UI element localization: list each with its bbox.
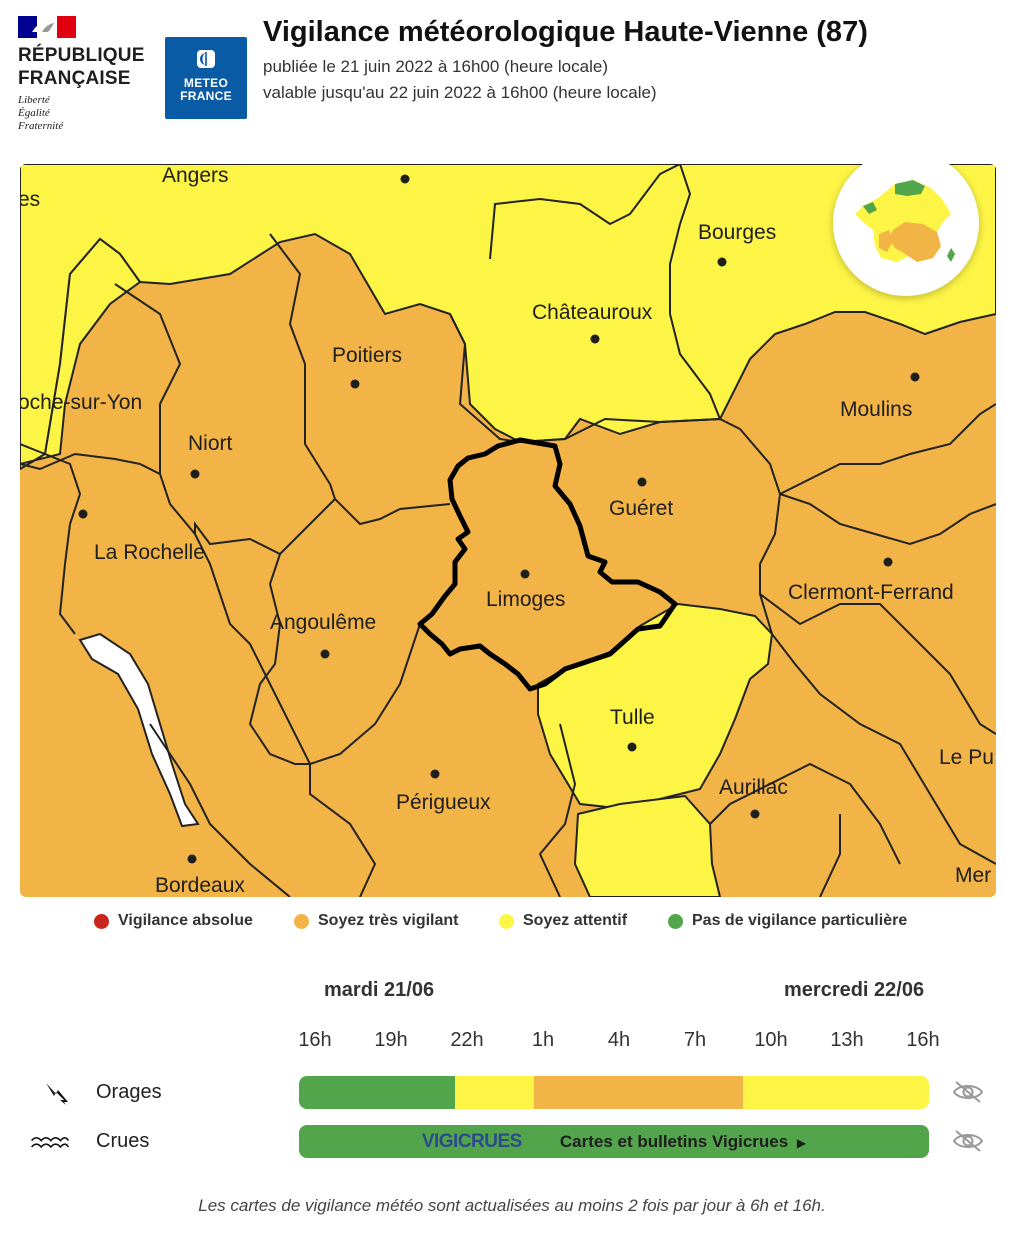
city-label-bordeaux: Bordeaux <box>155 874 245 897</box>
hour-label: 1h <box>531 1029 555 1051</box>
city-dot-limoges <box>520 569 530 579</box>
row-label-crues: Crues <box>96 1130 150 1152</box>
footnote: Les cartes de vigilance météo sont actua… <box>198 1196 826 1215</box>
hour-label: 16h <box>298 1029 332 1051</box>
city-dot-angouleme <box>320 649 330 659</box>
hour-label: 19h <box>374 1029 408 1051</box>
city-label-bourges: Bourges <box>698 221 776 244</box>
page-title: Vigilance météorologique Haute-Vienne (8… <box>263 16 868 48</box>
republique-motto: Liberté Égalité Fraternité <box>18 94 64 132</box>
republique-francaise-logo: RÉPUBLIQUE FRANÇAISE Liberté Égalité Fra… <box>18 16 158 133</box>
city-dot-clermont-ferrand <box>883 557 893 567</box>
orages-segment-0[interactable] <box>299 1076 455 1109</box>
city-label-angers: Angers <box>162 164 229 187</box>
lightning-icon <box>46 1083 68 1105</box>
city-label-aurillac: Aurillac <box>719 776 788 799</box>
red-dot-icon <box>94 913 109 929</box>
region-tulle-yellow[interactable] <box>537 602 774 811</box>
city-label-tulle: Tulle <box>610 706 655 729</box>
city-label-gueret: Guéret <box>609 497 673 520</box>
marianne-flag-icon <box>18 16 76 38</box>
row-label-orages: Orages <box>96 1081 162 1103</box>
gironde-estuary <box>78 632 200 828</box>
city-dot-moulins <box>910 372 920 382</box>
green-dot-icon <box>668 913 683 929</box>
city-dots <box>78 174 920 864</box>
city-dot-bourges <box>717 257 727 267</box>
city-label-poitiers: Poitiers <box>332 344 402 367</box>
region-angers-yellow[interactable] <box>20 237 142 471</box>
vigicrues-logo: VIGICRUES <box>421 1130 523 1152</box>
city-label-clermont-ferrand: Clermont-Ferrand <box>788 581 954 604</box>
day-label-wednesday: mercredi 22/06 <box>784 979 925 1001</box>
meteo-france-logo[interactable]: METEO FRANCE <box>165 37 247 119</box>
france-mini-map-icon <box>855 180 955 262</box>
hour-label: 13h <box>830 1029 864 1051</box>
city-label-niort: Niort <box>188 432 233 455</box>
day-label-tuesday: mardi 21/06 <box>324 979 435 1001</box>
meteo-france-mark-icon <box>197 50 215 68</box>
department-borders <box>20 164 996 897</box>
city-label-mende: Mer <box>955 864 991 887</box>
city-dot-la-rochelle <box>78 509 88 519</box>
republique-francaise-text: RÉPUBLIQUE FRANÇAISE <box>18 45 145 89</box>
legend-item-orange: Soyez très vigilant <box>294 912 459 930</box>
hour-label: 16h <box>906 1029 940 1051</box>
hour-label: 10h <box>754 1029 788 1051</box>
city-label-limoges: Limoges <box>486 588 565 611</box>
france-overview-inset[interactable] <box>833 164 979 296</box>
city-dot-bordeaux <box>187 854 197 864</box>
orages-timeline-bar[interactable] <box>299 1076 929 1109</box>
city-dot-perigueux <box>430 769 440 779</box>
hide-eye-icon[interactable] <box>951 1128 985 1154</box>
meteo-france-text: METEO FRANCE <box>180 76 232 103</box>
city-dot-niort <box>190 469 200 479</box>
orages-segment-3[interactable] <box>743 1076 929 1109</box>
city-label-roche-sur-yon: oche-sur-Yon <box>20 391 142 414</box>
city-label-perigueux: Périgueux <box>396 791 491 814</box>
hide-eye-icon[interactable] <box>951 1079 985 1105</box>
hour-label: 7h <box>683 1029 707 1051</box>
orange-dot-icon <box>294 913 309 929</box>
waves-icon <box>30 1137 70 1149</box>
legend-item-green: Pas de vigilance particulière <box>668 912 907 930</box>
play-arrow-icon: ▶ <box>796 1135 807 1150</box>
department-map-svg[interactable]: Angers es Bourges Châteauroux Poitiers o… <box>20 164 996 897</box>
map-legend: Vigilance absolue Soyez très vigilant So… <box>0 912 1024 932</box>
city-label-le-puy: Le Pu <box>939 746 994 769</box>
city-dot-chateauroux <box>590 334 600 344</box>
haute-vienne-department[interactable] <box>417 437 678 692</box>
city-label-es: es <box>20 188 40 211</box>
city-dot-angers-area <box>400 174 410 184</box>
city-dot-tulle <box>627 742 637 752</box>
yellow-dot-icon <box>499 913 514 929</box>
city-label-chateauroux: Châteauroux <box>532 301 653 324</box>
orages-segment-1[interactable] <box>454 1076 535 1109</box>
header-title-block: Vigilance météorologique Haute-Vienne (8… <box>263 16 1003 106</box>
city-label-moulins: Moulins <box>840 398 912 421</box>
hour-label: 22h <box>450 1029 484 1051</box>
region-south-yellow[interactable] <box>573 794 722 897</box>
city-label-angouleme: Angoulême <box>270 611 376 634</box>
hour-label: 4h <box>607 1029 631 1051</box>
city-label-la-rochelle: La Rochelle <box>94 541 205 564</box>
orages-segment-2[interactable] <box>534 1076 744 1109</box>
city-dot-gueret <box>637 477 647 487</box>
vigicrues-link[interactable]: Cartes et bulletins Vigicrues ▶ <box>559 1131 807 1151</box>
vigicrues-link-bar[interactable]: VIGICRUES Cartes et bulletins Vigicrues … <box>299 1125 929 1158</box>
city-dot-poitiers <box>350 379 360 389</box>
published-date: publiée le 21 juin 2022 à 16h00 (heure l… <box>263 57 608 76</box>
city-dot-aurillac <box>750 809 760 819</box>
vigilance-map[interactable]: Angers es Bourges Châteauroux Poitiers o… <box>20 164 996 897</box>
legend-item-red: Vigilance absolue <box>94 912 253 930</box>
legend-item-yellow: Soyez attentif <box>499 912 627 930</box>
valid-until-date: valable jusqu'au 22 juin 2022 à 16h00 (h… <box>263 83 657 102</box>
